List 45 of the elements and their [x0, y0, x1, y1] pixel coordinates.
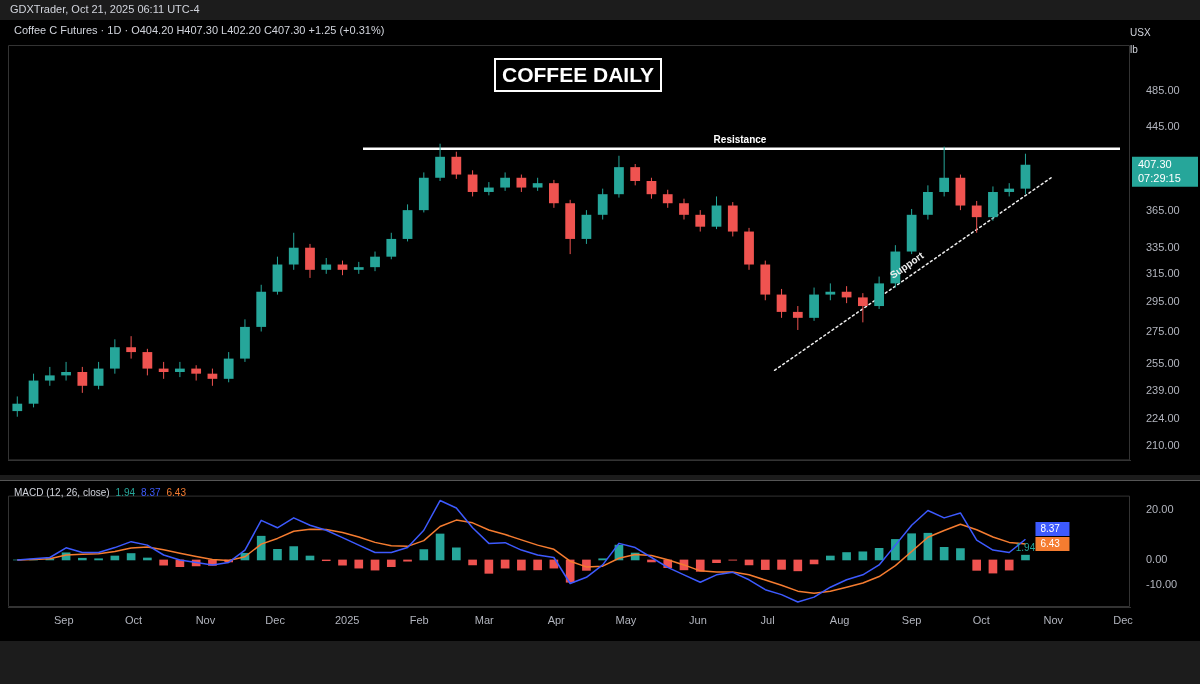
x-tick-label: Mar	[474, 613, 495, 626]
y-tick-label: 255.00	[1146, 356, 1180, 369]
y-tick-label: -10.00	[1146, 577, 1178, 590]
y-tick-label: 275.00	[1146, 324, 1180, 337]
x-tick-label: Dec	[265, 613, 286, 626]
y-tick-label: 315.00	[1146, 266, 1180, 279]
y-tick-label: 0.00	[1146, 553, 1168, 565]
x-tick-label: Oct	[972, 613, 990, 626]
chart-subtitle: Coffee C Futures · 1D · O404.20 H407.30 L402.20 C407.30 +1.25 (+0.31%)	[14, 24, 385, 36]
y-tick-label: 210.00	[1146, 439, 1180, 452]
ref-line-label: Resistance	[713, 134, 767, 146]
y-tick-label: 365.00	[1146, 204, 1180, 217]
x-tick-label: Sep	[901, 613, 922, 626]
chart-title: MACD (12, 26, close)	[14, 487, 110, 498]
x-tick-label: Apr	[547, 613, 566, 626]
text: 07:29:15	[1138, 171, 1181, 184]
y-tick-label: 485.00	[1146, 83, 1180, 96]
data-label: 8.37	[1040, 522, 1061, 534]
y-tick-label: 239.00	[1146, 384, 1180, 397]
y-tick-label: 335.00	[1146, 240, 1180, 253]
data-label: 1.94	[1015, 541, 1036, 553]
x-tick-label: Nov	[195, 613, 216, 626]
text: 6.43	[166, 487, 186, 498]
x-tick-label: Sep	[53, 613, 74, 626]
text: 407.30	[1138, 157, 1172, 170]
x-tick-label: 2025	[334, 613, 360, 626]
x-tick-label: Nov	[1043, 613, 1064, 626]
text: GDXTrader, Oct 21, 2025 06:11 UTC-4	[10, 3, 200, 15]
annotation: lb	[1130, 44, 1138, 55]
y-tick-label: 445.00	[1146, 120, 1180, 133]
x-tick-label: Jul	[760, 613, 775, 626]
y-tick-label: 224.00	[1146, 411, 1180, 424]
text: 8.37	[141, 487, 161, 498]
text: USX	[1130, 27, 1151, 38]
x-tick-label: Feb	[409, 613, 429, 626]
y-tick-label: 295.00	[1146, 294, 1180, 307]
text: COFFEE DAILY	[494, 58, 663, 92]
x-tick-label: Dec	[1113, 613, 1134, 626]
x-tick-label: Jun	[689, 613, 707, 626]
x-tick-label: May	[615, 613, 637, 626]
x-tick-label: Oct	[124, 613, 142, 626]
x-tick-label: Aug	[829, 613, 850, 626]
y-tick-label: 20.00	[1146, 503, 1174, 516]
text: 1.94	[115, 487, 136, 498]
data-label: 6.43	[1040, 537, 1061, 549]
